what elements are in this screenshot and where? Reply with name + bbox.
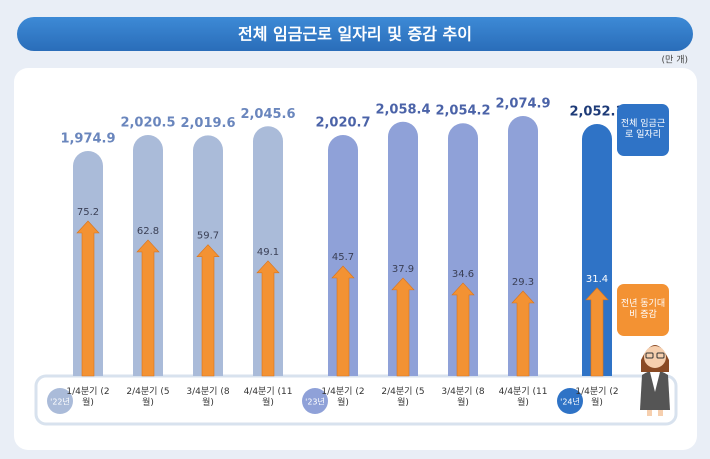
year-badge (302, 388, 328, 414)
bar (328, 134, 358, 376)
person-shirt (650, 372, 660, 392)
x-tick-label: 1/4분기 (2월) (321, 387, 365, 409)
x-tick-label: 2/4분기 (5월) (381, 387, 425, 409)
bar (508, 116, 538, 376)
value-label: 2,058.4 (375, 102, 430, 117)
year-label: '24년 (560, 397, 580, 407)
change-label: 59.7 (197, 231, 219, 242)
x-tick-label: 3/4분기 (8월) (441, 387, 485, 409)
change-label: 62.8 (137, 226, 159, 237)
value-label: 2,054.2 (435, 104, 490, 119)
title-banner (17, 17, 693, 51)
change-label: 37.9 (392, 264, 414, 275)
change-label: 34.6 (452, 269, 474, 280)
change-label: 31.4 (586, 274, 608, 285)
bar (253, 126, 283, 377)
year-label: '23년 (305, 397, 325, 407)
person (640, 345, 670, 416)
person-glasses (645, 352, 654, 359)
value-label: 2,045.6 (240, 107, 295, 122)
person-leg (658, 410, 663, 416)
value-label: 2,019.6 (180, 116, 235, 131)
year-label: '22년 (50, 397, 70, 407)
value-label: 2,020.7 (315, 115, 370, 130)
year-badge (47, 388, 73, 414)
change-label: 49.1 (257, 247, 279, 258)
value-label: 2,074.9 (495, 97, 550, 112)
x-tick-label: 2/4분기 (5월) (126, 387, 170, 409)
bar (388, 121, 418, 376)
value-label: 2,020.5 (120, 116, 175, 131)
x-tick-label: 4/4분기 (11월) (498, 387, 548, 409)
unit-label: (만 개) (662, 55, 688, 66)
change-label: 75.2 (77, 207, 99, 218)
value-label: 1,974.9 (60, 132, 115, 147)
change-label: 29.3 (512, 277, 534, 288)
legend-entry: 전체 임금근로 일자리 (617, 104, 669, 156)
change-label: 45.7 (332, 252, 354, 263)
x-tick-label: 3/4분기 (8월) (186, 387, 230, 409)
value-label: 2,052.1 (569, 104, 624, 119)
arrow (511, 290, 535, 377)
year-badge (557, 388, 583, 414)
bar (448, 123, 478, 377)
arrow (451, 282, 475, 377)
person-leg (647, 410, 652, 416)
person-face (644, 346, 666, 368)
arrow (76, 220, 100, 377)
x-tick-label: 1/4분기 (2월) (575, 387, 619, 409)
chart-title: 전체 임금근로 일자리 및 증감 추이 (238, 25, 472, 44)
arrow (585, 287, 609, 377)
x-tick-label: 1/4분기 (2월) (66, 387, 110, 409)
arrow (256, 260, 280, 377)
x-tick-label: 4/4분기 (11월) (243, 387, 293, 409)
person-glasses (656, 352, 665, 359)
arrow (136, 239, 160, 377)
arrow (196, 244, 220, 377)
bar (582, 123, 612, 376)
legend-entry: 전년 동기대비 증감 (617, 284, 669, 336)
arrow (331, 265, 355, 377)
arrow (391, 277, 415, 377)
